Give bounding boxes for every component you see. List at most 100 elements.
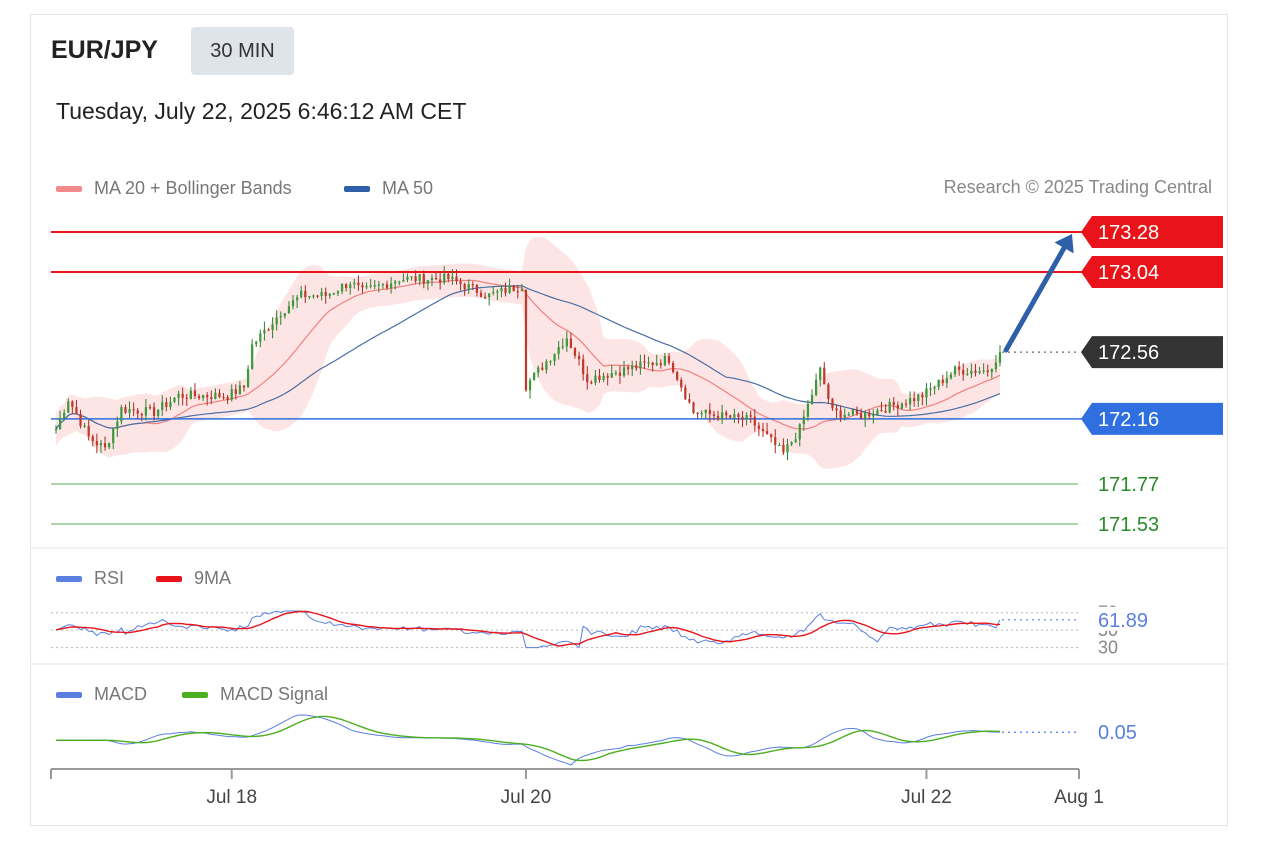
candle-body xyxy=(500,287,503,292)
candle-body xyxy=(953,366,957,375)
candle-body xyxy=(447,273,450,280)
timestamp: Tuesday, July 22, 2025 6:46:12 AM CET xyxy=(56,98,467,124)
candle-body xyxy=(606,375,609,378)
candle-body xyxy=(720,412,724,420)
candle-body xyxy=(75,407,78,415)
candle-body xyxy=(966,373,969,376)
candle-body xyxy=(786,444,789,453)
candle-body xyxy=(295,297,299,301)
candle-body xyxy=(238,385,242,394)
target-price-label: 171.77 xyxy=(1098,474,1159,496)
candle-body xyxy=(312,295,315,297)
candle-body xyxy=(680,379,683,388)
candle-body xyxy=(949,374,953,379)
candle-body xyxy=(275,317,278,325)
candle-body xyxy=(880,410,883,412)
candle-body xyxy=(87,425,90,437)
candle-body xyxy=(287,306,291,314)
candle-body xyxy=(533,372,536,381)
candle-body xyxy=(471,284,474,286)
candle-body xyxy=(802,416,805,425)
candle-body xyxy=(626,367,630,370)
candle-body xyxy=(651,362,654,366)
rsi-ma-swatch-icon xyxy=(156,575,182,582)
candle-body xyxy=(152,407,156,417)
candle-body xyxy=(197,396,201,399)
candle-body xyxy=(492,292,495,294)
ma50-swatch-icon xyxy=(344,185,370,192)
candle-body xyxy=(79,414,82,427)
candle-body xyxy=(692,402,695,413)
candle-body xyxy=(181,393,184,398)
candle-body xyxy=(214,392,217,399)
candle-body xyxy=(913,398,916,401)
legend-ma20-bb[interactable]: MA 20 + Bollinger Bands xyxy=(56,178,292,199)
candle-body xyxy=(283,313,286,317)
candle-body xyxy=(573,348,577,356)
candle-body xyxy=(91,436,94,442)
candle-body xyxy=(855,409,859,414)
macd-line xyxy=(56,714,1001,766)
candle-body xyxy=(594,375,597,383)
candle-body xyxy=(921,394,924,398)
legend-ma20-label: MA 20 + Bollinger Bands xyxy=(94,178,292,198)
candle-body xyxy=(508,285,511,294)
candle-body xyxy=(745,415,748,420)
candle-body xyxy=(483,296,487,299)
candle-body xyxy=(95,441,98,446)
candle-body xyxy=(843,414,846,418)
candle-body xyxy=(761,428,765,432)
candle-body xyxy=(958,366,961,370)
legend-rsi-ma-label: 9MA xyxy=(194,568,232,588)
candle-body xyxy=(242,385,246,388)
legend-ma50[interactable]: MA 50 xyxy=(344,178,433,199)
rsi-value-backdrop xyxy=(1092,606,1162,631)
projection-arrow-shaft xyxy=(1003,245,1067,353)
timeframe-button[interactable]: 30 MIN xyxy=(191,27,294,75)
x-axis: Jul 18 Jul 20 Jul 22 Aug 1 xyxy=(50,768,1104,808)
candle-body xyxy=(128,409,131,413)
candle-body xyxy=(365,286,368,288)
candle-body xyxy=(565,338,568,347)
candle-body xyxy=(945,378,948,384)
candle-body xyxy=(827,384,830,399)
candle-body xyxy=(54,428,58,431)
support-price-tag xyxy=(1081,402,1223,435)
candle-body xyxy=(974,370,977,373)
candle-body xyxy=(157,409,160,417)
legend-macd-signal-label: MACD Signal xyxy=(220,684,329,704)
legend-macd[interactable]: MACD xyxy=(56,684,147,705)
candle-body xyxy=(304,290,307,298)
legend-rsi-ma[interactable]: 9MA xyxy=(156,568,231,589)
macd-value-label: 0.05 xyxy=(1098,722,1137,744)
candle-body xyxy=(814,379,818,395)
candle-body xyxy=(864,412,867,420)
candle-body xyxy=(340,284,344,292)
candle-body xyxy=(336,291,340,294)
support-price-label: 172.16 xyxy=(1098,409,1159,431)
candle-body xyxy=(925,388,928,398)
chart-card xyxy=(30,14,1228,826)
candle-body xyxy=(614,372,617,374)
candle-body xyxy=(794,439,797,443)
candle-body xyxy=(132,409,135,411)
ma50-line xyxy=(55,285,1001,430)
candle-body xyxy=(226,397,229,400)
legend-macd-signal[interactable]: MACD Signal xyxy=(182,684,328,705)
candle-body xyxy=(206,395,209,398)
candle-body xyxy=(83,425,86,427)
candle-body xyxy=(173,397,176,402)
legend-rsi[interactable]: RSI xyxy=(56,568,124,589)
candle-body xyxy=(725,412,728,416)
candle-body xyxy=(455,276,458,282)
candle-body xyxy=(169,401,172,407)
candle-body xyxy=(165,402,168,407)
candle-body xyxy=(831,398,834,409)
candle-body xyxy=(140,413,143,416)
candle-body xyxy=(590,382,593,384)
candle-body xyxy=(631,365,634,370)
candle-body xyxy=(549,360,552,363)
candle-body xyxy=(263,329,266,334)
candle-body xyxy=(900,403,904,409)
candle-body xyxy=(475,284,479,293)
